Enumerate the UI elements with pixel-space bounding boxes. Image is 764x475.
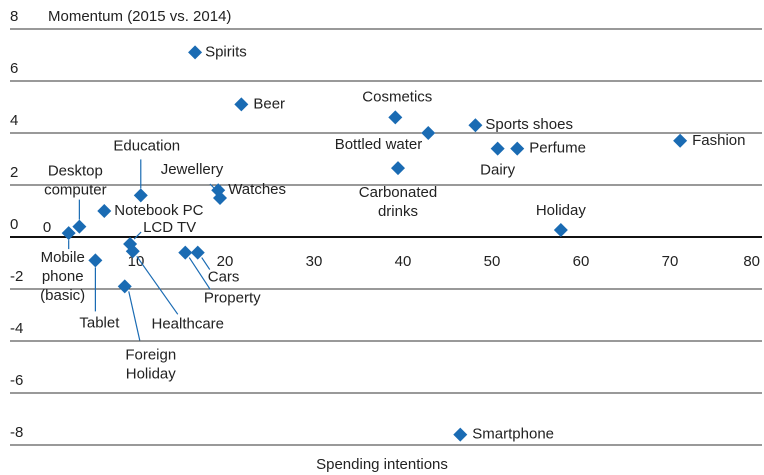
point bbox=[61, 226, 76, 241]
point-label: Dairy bbox=[480, 162, 516, 179]
y-tick-label: 4 bbox=[10, 112, 18, 129]
point bbox=[421, 126, 436, 140]
point-label: Beer bbox=[253, 95, 285, 112]
x-tick-label: 80 bbox=[743, 253, 760, 270]
point bbox=[234, 97, 249, 112]
point-label: Healthcare bbox=[151, 315, 224, 332]
point-label: Mobile phone (basic) bbox=[40, 249, 85, 304]
point-label: Spirits bbox=[205, 43, 247, 60]
point-label: Education bbox=[113, 137, 180, 154]
point-label: Holiday bbox=[536, 202, 587, 219]
point-label: Sports shoes bbox=[485, 116, 573, 133]
y-tick-label: 8 bbox=[10, 8, 18, 25]
point bbox=[390, 161, 405, 176]
point-label: Fashion bbox=[692, 132, 745, 149]
point bbox=[133, 188, 148, 203]
x-tick-label: 70 bbox=[662, 253, 679, 270]
label-line: Mobile bbox=[41, 249, 85, 266]
x-axis-title: Spending intentions bbox=[316, 456, 448, 473]
leader-line bbox=[128, 291, 141, 341]
point-label: Cars bbox=[208, 269, 240, 286]
point bbox=[72, 219, 87, 234]
chart-title: Momentum (2015 vs. 2014) bbox=[48, 8, 231, 25]
point-label: Bottled water bbox=[335, 136, 423, 153]
leader-line bbox=[136, 255, 179, 315]
point bbox=[97, 204, 112, 218]
point bbox=[88, 253, 103, 268]
label-line: drinks bbox=[378, 203, 418, 220]
point bbox=[188, 45, 203, 60]
label-line: computer bbox=[44, 182, 107, 199]
label-line: (basic) bbox=[40, 287, 85, 304]
x-tick-label: 30 bbox=[306, 253, 323, 270]
x-tick-label: 20 bbox=[217, 253, 234, 270]
y-tick-label: 6 bbox=[10, 60, 18, 77]
x-tick-label: 40 bbox=[395, 253, 412, 270]
leader-line bbox=[133, 231, 142, 240]
point bbox=[125, 244, 140, 259]
point bbox=[673, 133, 688, 148]
point-label: Cosmetics bbox=[362, 88, 432, 105]
point bbox=[490, 141, 505, 156]
label-line: phone bbox=[42, 268, 84, 285]
point bbox=[190, 245, 205, 260]
point-label: Smartphone bbox=[472, 426, 554, 443]
point bbox=[468, 118, 483, 133]
point bbox=[453, 427, 468, 442]
x-tick-label: 60 bbox=[573, 253, 590, 270]
point bbox=[510, 141, 525, 156]
y-tick-label: 2 bbox=[10, 164, 18, 181]
point bbox=[117, 279, 132, 294]
point-label: LCD TV bbox=[143, 219, 196, 236]
y-tick-label: 0 bbox=[10, 216, 18, 233]
label-line: Carbonated bbox=[359, 184, 437, 201]
point-label: Carbonated drinks bbox=[359, 184, 437, 220]
point-label: Perfume bbox=[529, 140, 586, 157]
x-tick-label: 50 bbox=[484, 253, 501, 270]
point-label: Watches bbox=[228, 181, 286, 198]
leader-line bbox=[188, 257, 211, 290]
point-label: Tablet bbox=[79, 314, 120, 331]
point bbox=[553, 222, 568, 237]
label-line: Foreign bbox=[125, 346, 176, 363]
point bbox=[388, 110, 403, 125]
point bbox=[211, 183, 226, 198]
point-label: Property bbox=[204, 290, 261, 307]
y-tick-label: -4 bbox=[10, 320, 23, 337]
point-label: Desktop computer bbox=[44, 163, 107, 199]
x-tick-label: 0 bbox=[43, 219, 51, 236]
y-tick-label: -8 bbox=[10, 424, 23, 441]
point-label: Foreign Holiday bbox=[125, 346, 176, 382]
point-label: Jewellery bbox=[161, 161, 224, 178]
label-line: Holiday bbox=[126, 365, 177, 382]
leader-line bbox=[201, 257, 211, 270]
point bbox=[178, 245, 193, 260]
label-line: Desktop bbox=[48, 163, 103, 180]
point-label: Notebook PC bbox=[114, 202, 203, 219]
y-tick-label: -6 bbox=[10, 372, 23, 389]
y-tick-label: -2 bbox=[10, 268, 23, 285]
